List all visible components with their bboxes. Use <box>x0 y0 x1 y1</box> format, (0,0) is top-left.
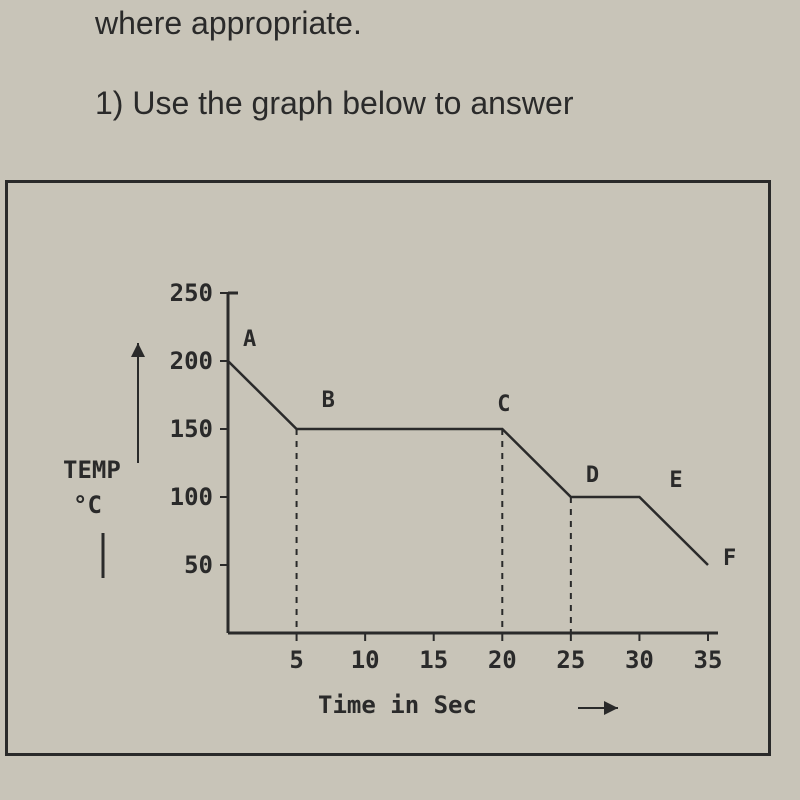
svg-text:150: 150 <box>170 415 213 443</box>
svg-text:20: 20 <box>488 646 517 674</box>
svg-text:TEMP: TEMP <box>63 456 121 484</box>
chart-container: 50 100 150 200 250 5 10 15 20 25 30 35 A B C D E F TEMP °C T… <box>5 180 771 756</box>
svg-text:B: B <box>322 388 335 413</box>
svg-text:E: E <box>669 468 682 493</box>
svg-text:250: 250 <box>170 279 213 307</box>
header-line-2: 1) Use the graph below to answer <box>95 85 573 122</box>
cooling-curve-chart: 50 100 150 200 250 5 10 15 20 25 30 35 A B C D E F TEMP °C T… <box>8 183 768 753</box>
svg-text:100: 100 <box>170 483 213 511</box>
svg-text:°C: °C <box>73 491 102 519</box>
svg-text:D: D <box>586 463 599 488</box>
header-line-1: where appropriate. <box>95 5 362 42</box>
svg-text:30: 30 <box>625 646 654 674</box>
svg-text:C: C <box>497 392 510 417</box>
svg-text:10: 10 <box>351 646 380 674</box>
svg-text:200: 200 <box>170 347 213 375</box>
svg-text:15: 15 <box>419 646 448 674</box>
svg-text:35: 35 <box>694 646 723 674</box>
svg-text:Time in Sec: Time in Sec <box>318 691 477 719</box>
svg-text:5: 5 <box>289 646 303 674</box>
svg-text:F: F <box>723 546 736 571</box>
svg-text:50: 50 <box>184 551 213 579</box>
svg-text:25: 25 <box>556 646 585 674</box>
svg-text:A: A <box>243 327 256 352</box>
